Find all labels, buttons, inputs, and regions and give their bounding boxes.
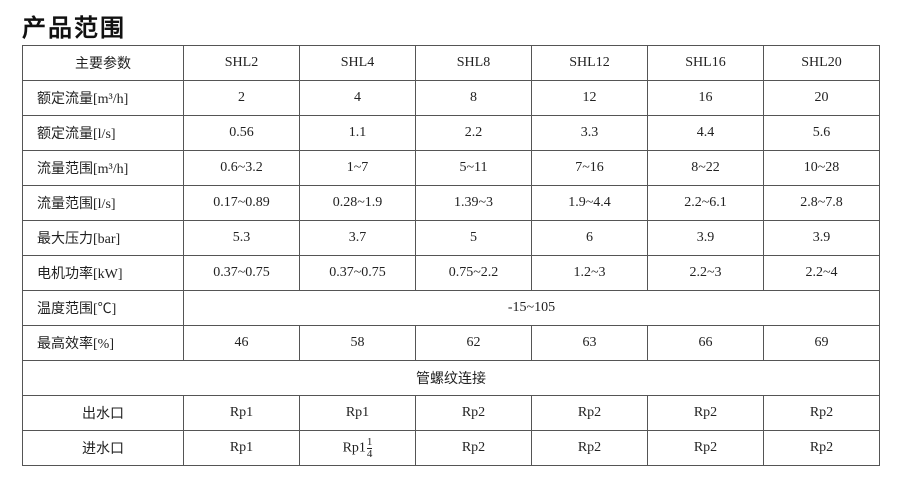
table-cell: 0.37~0.75 <box>299 255 416 291</box>
table-cell: Rp1 <box>183 395 300 431</box>
table-cell: Rp2 <box>647 395 764 431</box>
table-row: 额定流量[m³/h] 2 4 8 12 16 20 <box>22 80 880 116</box>
table-cell: 2.2~3 <box>647 255 764 291</box>
row-label: 流量范围[l/s] <box>22 185 184 221</box>
row-label: 出水口 <box>22 395 184 431</box>
value-whole: Rp1 <box>342 440 366 456</box>
table-cell: Rp2 <box>763 395 880 431</box>
column-header: SHL4 <box>299 45 416 81</box>
table-row: 出水口 Rp1 Rp1 Rp2 Rp2 Rp2 Rp2 <box>22 395 880 431</box>
table-cell: Rp2 <box>531 395 648 431</box>
table-cell: 3.9 <box>647 220 764 256</box>
table-cell: 8 <box>415 80 532 116</box>
column-header: SHL2 <box>183 45 300 81</box>
row-label: 最大压力[bar] <box>22 220 184 256</box>
table-cell: Rp2 <box>763 430 880 466</box>
row-label: 温度范围[℃] <box>22 290 184 326</box>
table-cell: 1~7 <box>299 150 416 186</box>
table-cell: 69 <box>763 325 880 361</box>
table-cell: 20 <box>763 80 880 116</box>
table-cell: 16 <box>647 80 764 116</box>
table-cell: 66 <box>647 325 764 361</box>
denominator: 4 <box>366 447 373 460</box>
table-cell: 1.2~3 <box>531 255 648 291</box>
row-label: 流量范围[m³/h] <box>22 150 184 186</box>
table-cell: 63 <box>531 325 648 361</box>
table-cell: Rp2 <box>415 430 532 466</box>
table-cell: 58 <box>299 325 416 361</box>
row-label: 进水口 <box>22 430 184 466</box>
table-row: 最高效率[%] 46 58 62 63 66 69 <box>22 325 880 361</box>
table-cell: 8~22 <box>647 150 764 186</box>
column-header: SHL16 <box>647 45 764 81</box>
table-row: 进水口 Rp1 Rp1 1 4 Rp2 Rp2 Rp2 Rp2 <box>22 430 880 466</box>
table-cell: 0.17~0.89 <box>183 185 300 221</box>
table-row: 最大压力[bar] 5.3 3.7 5 6 3.9 3.9 <box>22 220 880 256</box>
table-cell: 2 <box>183 80 300 116</box>
table-cell: 1.9~4.4 <box>531 185 648 221</box>
table-row: 电机功率[kW] 0.37~0.75 0.37~0.75 0.75~2.2 1.2~3 2… <box>22 255 880 291</box>
table-cell: Rp1 <box>183 430 300 466</box>
table-cell: 1.1 <box>299 115 416 151</box>
table-cell: 0.6~3.2 <box>183 150 300 186</box>
row-label: 额定流量[m³/h] <box>22 80 184 116</box>
table-cell: 6 <box>531 220 648 256</box>
column-header: SHL12 <box>531 45 648 81</box>
table-cell: 5~11 <box>415 150 532 186</box>
column-header: 主要参数 <box>22 45 184 81</box>
table-cell: 2.8~7.8 <box>763 185 880 221</box>
table-cell: 0.37~0.75 <box>183 255 300 291</box>
header-row: 主要参数 SHL2 SHL4 SHL8 SHL12 SHL16 SHL20 <box>22 45 880 81</box>
table-cell: 3.7 <box>299 220 416 256</box>
table-cell: 5 <box>415 220 532 256</box>
table-cell: 0.75~2.2 <box>415 255 532 291</box>
page-title: 产品范围 <box>22 14 126 42</box>
table-cell: 4 <box>299 80 416 116</box>
table-cell: Rp2 <box>415 395 532 431</box>
fraction-value: Rp1 1 4 <box>299 430 416 466</box>
table-cell: 1.39~3 <box>415 185 532 221</box>
table-cell: 46 <box>183 325 300 361</box>
table-cell: Rp2 <box>647 430 764 466</box>
table-cell: 5.3 <box>183 220 300 256</box>
table-cell: 0.28~1.9 <box>299 185 416 221</box>
table-cell: 7~16 <box>531 150 648 186</box>
product-range-table: 主要参数 SHL2 SHL4 SHL8 SHL12 SHL16 SHL20 额定流量[m³/h… <box>22 45 880 466</box>
table-cell: 5.6 <box>763 115 880 151</box>
table-row: 额定流量[l/s] 0.56 1.1 2.2 3.3 4.4 5.6 <box>22 115 880 151</box>
table-cell: 0.56 <box>183 115 300 151</box>
numerator: 1 <box>366 435 373 449</box>
table-cell: Rp1 <box>299 395 416 431</box>
table-row: 流量范围[m³/h] 0.6~3.2 1~7 5~11 7~16 8~22 10~28 <box>22 150 880 186</box>
table-cell: 2.2~4 <box>763 255 880 291</box>
table-cell: 10~28 <box>763 150 880 186</box>
table-cell: 3.9 <box>763 220 880 256</box>
table-cell: 2.2~6.1 <box>647 185 764 221</box>
table-row: 流量范围[l/s] 0.17~0.89 0.28~1.9 1.39~3 1.9~4.4 2… <box>22 185 880 221</box>
table-row: 温度范围[℃] -15~105 <box>22 290 880 326</box>
column-header: SHL8 <box>415 45 532 81</box>
table-cell: Rp2 <box>531 430 648 466</box>
section-row: 管螺纹连接 <box>22 360 880 396</box>
table-cell: 2.2 <box>415 115 532 151</box>
table-cell: 12 <box>531 80 648 116</box>
temperature-value: -15~105 <box>183 290 880 326</box>
column-header: SHL20 <box>763 45 880 81</box>
row-label: 最高效率[%] <box>22 325 184 361</box>
row-label: 额定流量[l/s] <box>22 115 184 151</box>
table-cell: 4.4 <box>647 115 764 151</box>
section-heading: 管螺纹连接 <box>22 360 880 396</box>
table-cell: 62 <box>415 325 532 361</box>
row-label: 电机功率[kW] <box>22 255 184 291</box>
table-cell: 3.3 <box>531 115 648 151</box>
